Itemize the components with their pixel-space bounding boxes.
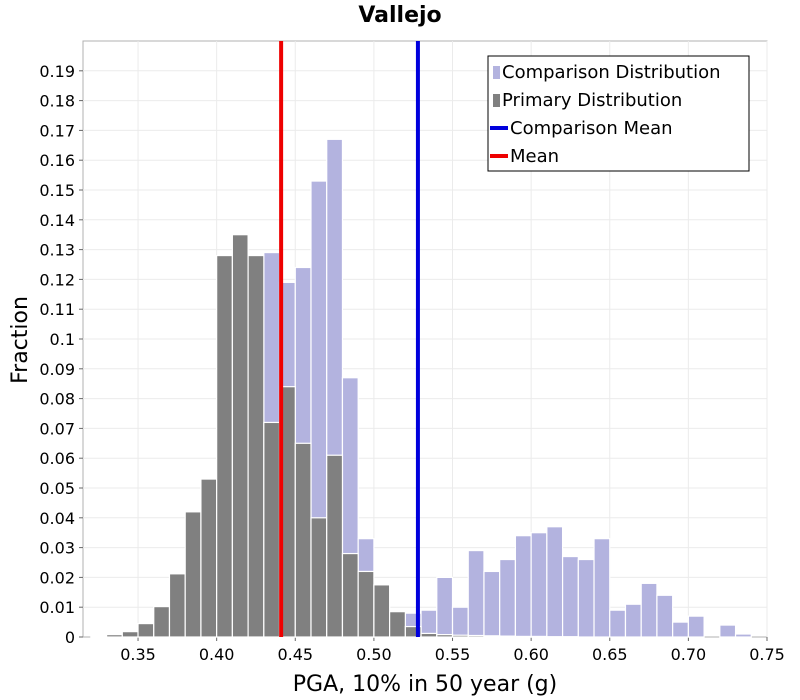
primary-distribution-bar bbox=[326, 454, 344, 638]
y-axis-title: Fraction bbox=[8, 296, 33, 384]
comparison-distribution-bar bbox=[451, 606, 469, 638]
chart-title: Vallejo bbox=[358, 3, 441, 28]
y-tick-label: 0.09 bbox=[39, 360, 75, 379]
y-tick-label: 0.07 bbox=[39, 419, 75, 438]
y-tick-label: 0.16 bbox=[39, 151, 75, 170]
y-tick-label: 0.14 bbox=[39, 211, 75, 230]
x-tick-label: 0.55 bbox=[435, 645, 471, 664]
x-tick-label: 0.50 bbox=[356, 645, 392, 664]
comparison-distribution-bar bbox=[530, 532, 548, 638]
y-tick-label: 0.08 bbox=[39, 390, 75, 409]
comparison-mean-legend-label: Comparison Mean bbox=[510, 118, 673, 139]
primary-distribution-bar bbox=[168, 573, 186, 638]
comparison-distribution-bar bbox=[624, 603, 642, 638]
comparison-distribution-bar bbox=[609, 609, 627, 638]
y-tick-label: 0.17 bbox=[39, 121, 75, 140]
x-tick-label: 0.75 bbox=[749, 645, 785, 664]
primary-distribution-bar bbox=[121, 631, 139, 638]
primary-distribution-bar bbox=[263, 421, 281, 638]
comparison-distribution-bar bbox=[467, 549, 485, 638]
primary-distribution-bar bbox=[499, 635, 517, 638]
primary-distribution-bar bbox=[389, 611, 406, 638]
x-axis-title: PGA, 10% in 50 year (g) bbox=[293, 672, 557, 697]
x-tick-label: 0.70 bbox=[671, 645, 707, 664]
comparison-distribution-bar bbox=[656, 594, 674, 638]
y-tick-label: 0.04 bbox=[39, 509, 75, 528]
x-tick-label: 0.65 bbox=[592, 645, 628, 664]
comparison-distribution-bar bbox=[577, 558, 595, 638]
legend-box bbox=[487, 55, 750, 172]
y-tick-label: 0.19 bbox=[39, 62, 75, 81]
y-tick-label: 0.15 bbox=[39, 181, 75, 200]
primary-distribution-bar bbox=[184, 511, 202, 638]
primary-distribution-legend-label: Primary Distribution bbox=[502, 90, 682, 111]
primary-distribution-bar bbox=[137, 622, 155, 638]
comparison-distribution-bar bbox=[436, 576, 454, 638]
comparison-distribution-bar bbox=[499, 558, 517, 638]
comparison-distribution-legend-swatch bbox=[493, 66, 500, 79]
mean-legend-label: Mean bbox=[510, 146, 559, 167]
primary-distribution-bar bbox=[310, 517, 328, 638]
primary-distribution-bar bbox=[216, 254, 233, 638]
y-tick-label: 0.06 bbox=[39, 449, 75, 468]
comparison-distribution-bar bbox=[593, 538, 611, 638]
x-tick-label: 0.45 bbox=[277, 645, 313, 664]
y-tick-label: 0.03 bbox=[39, 539, 75, 558]
primary-distribution-bar bbox=[247, 254, 265, 638]
primary-distribution-bar bbox=[451, 634, 469, 638]
comparison-distribution-bar bbox=[734, 633, 752, 638]
primary-distribution-bar bbox=[294, 442, 312, 638]
comparison-distribution-bar bbox=[561, 555, 579, 638]
y-tick-label: 0.12 bbox=[39, 270, 75, 289]
y-tick-label: 0 bbox=[65, 628, 75, 647]
primary-distribution-bar bbox=[373, 584, 391, 638]
primary-distribution-bar bbox=[404, 625, 422, 638]
primary-distribution-bar bbox=[514, 635, 532, 638]
primary-distribution-bar bbox=[105, 634, 123, 638]
comparison-distribution-bar bbox=[672, 621, 689, 638]
primary-distribution-bar bbox=[357, 570, 375, 638]
primary-distribution-legend-swatch bbox=[493, 94, 500, 107]
primary-distribution-bar bbox=[467, 634, 485, 638]
comparison-distribution-bar bbox=[719, 624, 737, 638]
primary-distribution-bar bbox=[483, 635, 501, 638]
comparison-distribution-legend-label: Comparison Distribution bbox=[502, 62, 721, 83]
primary-distribution-bar bbox=[436, 634, 454, 638]
y-tick-label: 0.18 bbox=[39, 92, 75, 111]
primary-distribution-bar bbox=[231, 234, 249, 638]
primary-distribution-bar bbox=[200, 478, 218, 638]
y-tick-label: 0.11 bbox=[39, 300, 75, 319]
legend: Comparison Distribution Primary Distribut… bbox=[487, 55, 750, 172]
y-tick-label: 0.01 bbox=[39, 598, 75, 617]
comparison-distribution-bar bbox=[546, 526, 564, 638]
comparison-distribution-bar bbox=[640, 582, 658, 638]
primary-distribution-bar bbox=[530, 635, 548, 638]
primary-distribution-bar bbox=[420, 632, 438, 638]
primary-distribution-bar bbox=[153, 606, 171, 638]
comparison-distribution-bar bbox=[687, 615, 705, 638]
y-tick-label: 0.05 bbox=[39, 479, 75, 498]
y-tick-label: 0.02 bbox=[39, 568, 75, 587]
comparison-distribution-bar bbox=[514, 535, 532, 638]
primary-distribution-bar bbox=[90, 635, 108, 638]
primary-distribution-bar bbox=[341, 552, 359, 638]
comparison-distribution-bar bbox=[483, 570, 501, 638]
x-tick-label: 0.35 bbox=[120, 645, 156, 664]
y-tick-label: 0.1 bbox=[50, 330, 75, 349]
x-tick-label: 0.40 bbox=[199, 645, 235, 664]
x-tick-label: 0.60 bbox=[513, 645, 549, 664]
y-tick-label: 0.13 bbox=[39, 241, 75, 260]
